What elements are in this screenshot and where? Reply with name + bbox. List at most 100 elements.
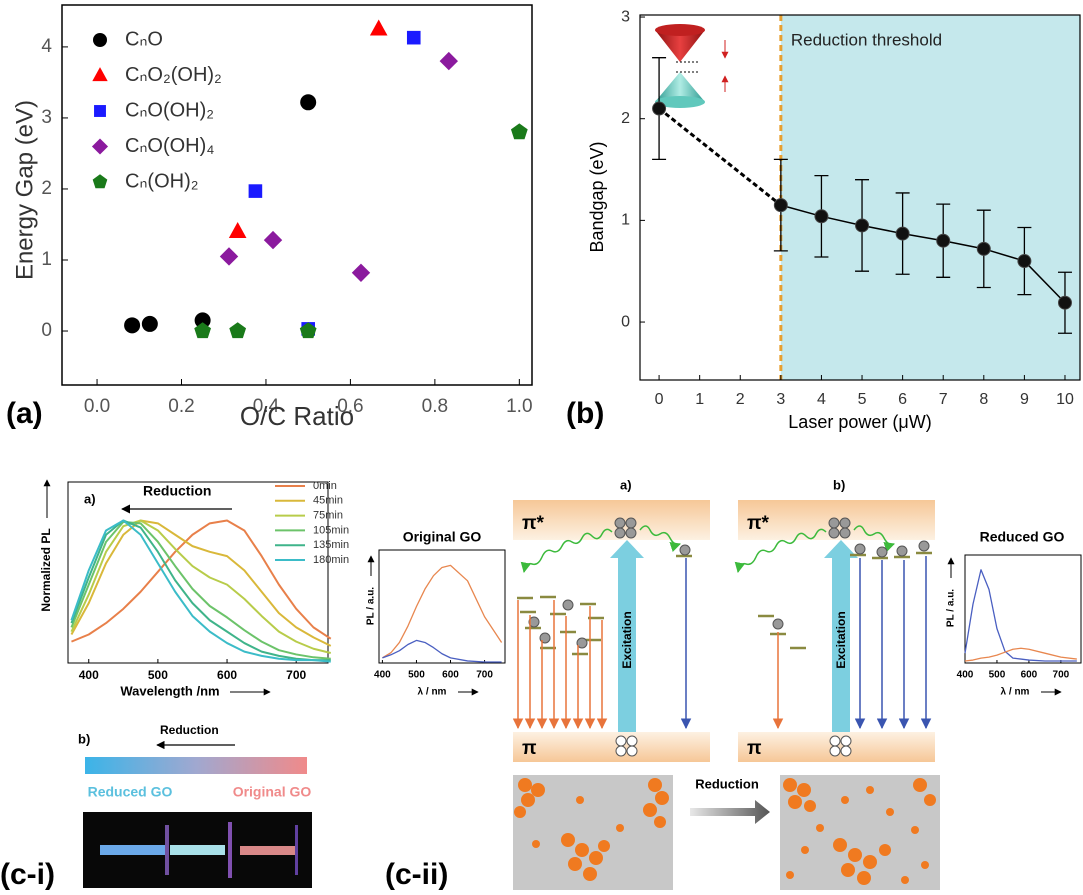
legend-label: CₙO(OH)₂ [125, 99, 214, 121]
plot-frame [378, 549, 506, 664]
y-axis-label: Energy Gap (eV) [11, 100, 38, 280]
x-axis-label: Wavelength /nm [120, 683, 219, 698]
point [299, 322, 317, 339]
excitation-label: Excitation [620, 611, 634, 668]
x-tick-label: 4 [817, 391, 826, 408]
point [895, 226, 910, 241]
x-tick-label: 600 [217, 668, 237, 682]
x-axis-label: Laser power (μW) [788, 412, 931, 432]
connector [780, 204, 822, 218]
point [936, 233, 951, 248]
y-tick-label: 0 [621, 313, 630, 330]
x-tick-label: 0.2 [168, 396, 194, 417]
x-tick-label: 0.4 [253, 396, 280, 417]
connector [658, 107, 782, 207]
panel-label: (c-i) [0, 858, 55, 891]
y-tick-label: 2 [621, 110, 630, 127]
legend-marker [92, 174, 108, 189]
legend-marker [93, 33, 107, 47]
x-tick-label: 400 [374, 670, 391, 681]
y-tick-label: 1 [41, 249, 52, 270]
excitation-label: Excitation [834, 611, 848, 668]
panel-label: a) [84, 491, 96, 506]
x-tick-label: 1.0 [506, 396, 532, 417]
point [300, 94, 317, 111]
y-tick-label: 0 [41, 320, 52, 341]
x-tick-label: 5 [858, 391, 867, 408]
connector [1023, 260, 1066, 304]
band-label: π [522, 738, 537, 759]
legend-marker [94, 105, 106, 117]
y-tick-label: 4 [41, 36, 52, 57]
x-tick-label: 500 [408, 670, 425, 681]
x-axis-label: λ / nm [1001, 687, 1030, 698]
x-tick-label: 1 [695, 391, 704, 408]
band-label: π* [522, 513, 545, 534]
x-tick-label: 700 [1053, 670, 1070, 681]
y-axis-label: PL / a.u. [366, 587, 377, 625]
x-tick-label: 600 [442, 670, 459, 681]
y-axis-label: Bandgap (eV) [587, 141, 607, 252]
point [141, 315, 158, 332]
x-tick-label: 700 [286, 668, 306, 682]
point [369, 19, 388, 36]
x-tick-label: 600 [1021, 670, 1038, 681]
point [228, 221, 247, 238]
band-label: π* [747, 513, 770, 534]
y-axis-label: Normalized PL [39, 528, 53, 611]
annotation: Reduction threshold [791, 30, 942, 49]
point [194, 322, 211, 339]
point [229, 322, 247, 339]
line [964, 569, 1077, 662]
panel-label: (c-ii) [385, 858, 448, 891]
x-tick-label: 0 [655, 391, 664, 408]
panel-label: (a) [6, 397, 43, 430]
line [382, 564, 503, 659]
legend-label: Cₙ(OH)₂ [125, 170, 199, 192]
point [351, 263, 371, 282]
y-axis-label: PL / a.u. [946, 589, 957, 627]
point [773, 198, 788, 213]
legend-label: 0min [313, 480, 337, 492]
x-tick-label: 10 [1056, 391, 1074, 408]
plot-frame [61, 4, 533, 386]
point [263, 230, 283, 250]
x-tick-label: 7 [939, 391, 948, 408]
legend-label: CₙO₂(OH)₂ [125, 64, 222, 86]
point [976, 241, 991, 256]
legend-label: CₙO [125, 28, 163, 50]
panel-label: (b) [566, 397, 604, 430]
x-tick-label: 0.6 [337, 396, 363, 417]
shaded-region [780, 15, 1080, 380]
line [70, 519, 332, 654]
y-tick-label: 2 [41, 178, 52, 199]
point [124, 317, 141, 334]
x-tick-label: 700 [476, 670, 493, 681]
x-tick-label: 400 [79, 668, 99, 682]
y-tick-label: 3 [41, 107, 52, 128]
gradient-arrow-label: Reduction [160, 723, 219, 737]
point [194, 312, 211, 329]
y-tick-label: 3 [621, 8, 630, 25]
diagram-label: a) [620, 477, 632, 492]
point [814, 209, 829, 224]
gradient-bar [85, 757, 307, 774]
connector [983, 248, 1025, 262]
legend-label: 105min [313, 524, 349, 536]
line [964, 647, 1077, 662]
legend-label: 75min [313, 510, 343, 522]
line [70, 519, 331, 663]
diagram-label: b) [833, 477, 845, 492]
chart-title: Reduced GO [980, 529, 1065, 545]
plot-frame [964, 554, 1082, 664]
x-tick-label: 6 [898, 391, 907, 408]
line [70, 520, 331, 660]
gradient-right: Original GO [233, 784, 312, 800]
x-tick-label: 2 [736, 391, 745, 408]
line [71, 519, 332, 643]
reduction-label: Reduction [695, 776, 759, 791]
band-label: π [747, 738, 762, 759]
plot-frame [639, 14, 1081, 381]
line [70, 519, 331, 662]
